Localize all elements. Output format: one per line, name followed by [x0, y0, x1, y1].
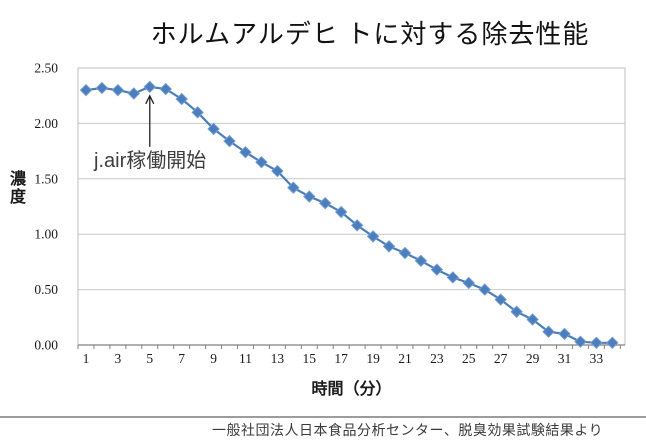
y-tick-label: 0.00 [34, 338, 58, 353]
x-tick-label: 21 [398, 351, 412, 366]
data-point [446, 271, 460, 284]
annotation-arrowhead [145, 94, 155, 105]
data-point [478, 283, 491, 296]
annotation-label: j.air稼働開始 [94, 150, 207, 172]
x-tick-label: 17 [334, 351, 348, 366]
data-point [239, 146, 252, 159]
data-point [143, 80, 156, 94]
source-divider [0, 416, 646, 418]
data-point [127, 87, 141, 100]
source-caption: 一般社団法人日本食品分析センター、脱臭効果試験結果より [212, 422, 604, 438]
data-point [175, 92, 188, 106]
data-point [350, 219, 364, 232]
data-point [255, 155, 268, 169]
data-point [223, 134, 236, 148]
x-tick-label: 27 [494, 351, 508, 366]
series-line [85, 85, 613, 344]
x-tick-label: 15 [303, 351, 317, 366]
x-tick-label: 11 [239, 351, 252, 366]
data-point [558, 327, 571, 341]
x-tick-label: 5 [146, 351, 153, 366]
data-point [271, 164, 284, 178]
y-tick-label: 1.50 [34, 171, 58, 186]
data-point [382, 240, 396, 253]
data-point [462, 276, 475, 290]
data-point [334, 205, 348, 219]
y-tick-label: 2.50 [34, 61, 58, 76]
x-tick-label: 13 [271, 351, 285, 366]
data-point [95, 81, 109, 95]
plot-border [77, 67, 626, 346]
x-tick-label: 3 [115, 351, 122, 366]
x-tick-label: 9 [210, 351, 217, 366]
data-point [159, 82, 172, 96]
x-axis-title: 時間（分） [311, 381, 392, 398]
data-point [414, 254, 428, 267]
data-point [398, 246, 412, 260]
x-tick-label: 31 [558, 351, 572, 366]
y-axis-title: 濃度 [7, 170, 24, 206]
data-point [542, 325, 555, 338]
x-tick-label: 23 [430, 351, 444, 366]
data-point [191, 106, 204, 119]
data-point [494, 293, 507, 306]
data-point [319, 196, 332, 210]
data-point [430, 263, 444, 276]
data-point [303, 190, 316, 203]
data-point [606, 336, 619, 349]
y-tick-label: 2.00 [34, 116, 58, 131]
data-point [366, 230, 380, 243]
x-tick-label: 25 [462, 351, 476, 366]
data-point [510, 305, 523, 318]
data-point [590, 336, 603, 349]
data-point [287, 181, 300, 194]
x-tick-label: 19 [366, 351, 380, 366]
x-tick-label: 29 [526, 351, 540, 366]
x-tick-label: 7 [178, 351, 185, 366]
x-tick-label: 1 [83, 351, 90, 366]
data-point [79, 83, 93, 97]
y-tick-label: 1.00 [34, 227, 58, 242]
y-tick-label: 0.50 [34, 282, 58, 297]
data-point [574, 335, 587, 348]
x-tick-label: 33 [590, 351, 604, 366]
data-point [207, 122, 220, 136]
data-point [111, 83, 125, 97]
chart-title: ホルムアルデヒ トに対する除去性能 [150, 20, 590, 49]
data-point [526, 313, 539, 326]
